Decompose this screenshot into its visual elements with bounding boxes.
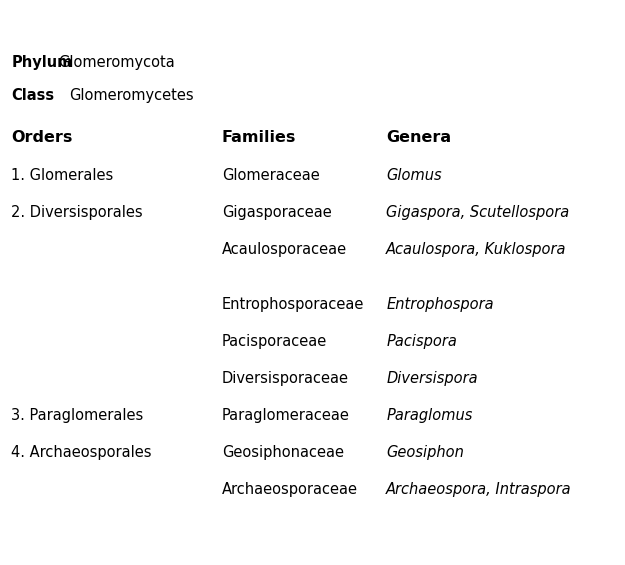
Text: Pacispora: Pacispora — [386, 334, 457, 349]
Text: Diversispora: Diversispora — [386, 371, 478, 386]
Text: 2. Diversisporales: 2. Diversisporales — [11, 205, 143, 220]
Text: Paraglomus: Paraglomus — [386, 408, 472, 423]
Text: Entrophospora: Entrophospora — [386, 297, 494, 312]
Text: Phylum: Phylum — [11, 55, 72, 70]
Text: Orders: Orders — [11, 130, 72, 145]
Text: Pacisporaceae: Pacisporaceae — [222, 334, 327, 349]
Text: 4. Archaeosporales: 4. Archaeosporales — [11, 445, 152, 460]
Text: Genera: Genera — [386, 130, 451, 145]
Text: 3. Paraglomerales: 3. Paraglomerales — [11, 408, 144, 423]
Text: Gigasporaceae: Gigasporaceae — [222, 205, 332, 220]
Text: Acaulosporaceae: Acaulosporaceae — [222, 242, 347, 257]
Text: Entrophosporaceae: Entrophosporaceae — [222, 297, 364, 312]
Text: Families: Families — [222, 130, 296, 145]
Text: Geosiphonaceae: Geosiphonaceae — [222, 445, 344, 460]
Text: Gigaspora, Scutellospora: Gigaspora, Scutellospora — [386, 205, 569, 220]
Text: Glomeraceae: Glomeraceae — [222, 168, 319, 183]
Text: Archaeospora, Intraspora: Archaeospora, Intraspora — [386, 482, 572, 497]
Text: Glomeromycetes: Glomeromycetes — [69, 88, 194, 103]
Text: Glomus: Glomus — [386, 168, 442, 183]
Text: Diversisporaceae: Diversisporaceae — [222, 371, 349, 386]
Text: Glomeromycota: Glomeromycota — [58, 55, 175, 70]
Text: 1. Glomerales: 1. Glomerales — [11, 168, 114, 183]
Text: Geosiphon: Geosiphon — [386, 445, 464, 460]
Text: Class: Class — [11, 88, 54, 103]
Text: Acaulospora, Kuklospora: Acaulospora, Kuklospora — [386, 242, 567, 257]
Text: Paraglomeraceae: Paraglomeraceae — [222, 408, 350, 423]
Text: Archaeosporaceae: Archaeosporaceae — [222, 482, 358, 497]
